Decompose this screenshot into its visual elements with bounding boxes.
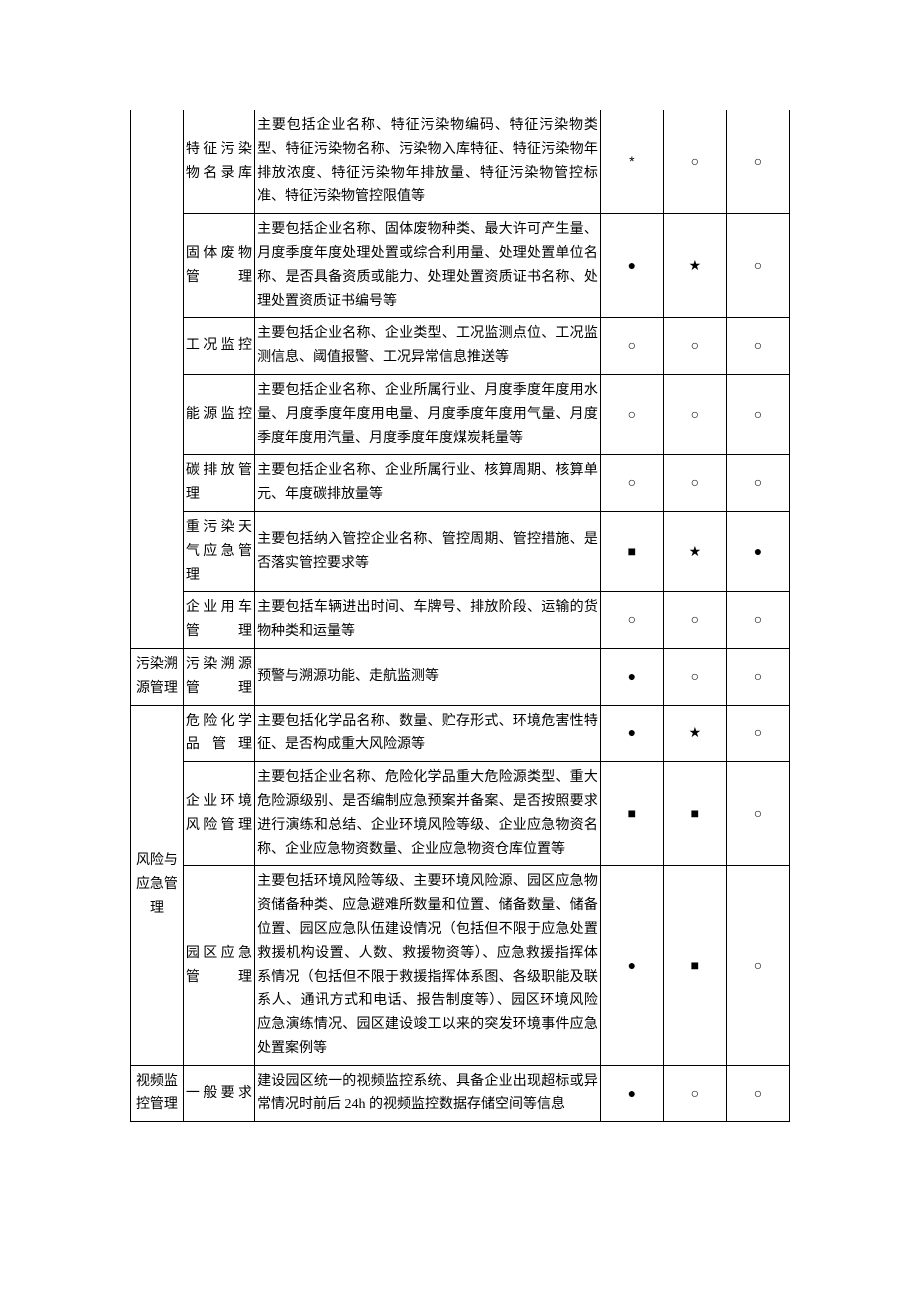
- symbol-cell-2: ○: [663, 648, 726, 705]
- subcategory-cell: 碳排放管理: [183, 455, 254, 512]
- table-row: 工况监控主要包括企业名称、企业类型、工况监测点位、工况监测信息、阈值报警、工况异…: [131, 318, 790, 375]
- table-row: 碳排放管理主要包括企业名称、企业所属行业、核算周期、核算单元、年度碳排放量等○○…: [131, 455, 790, 512]
- subcategory-cell: 工况监控: [183, 318, 254, 375]
- table-row: 能源监控主要包括企业名称、企业所属行业、月度季度年度用水量、月度季度年度用电量、…: [131, 374, 790, 454]
- symbol-cell-2: ○: [663, 592, 726, 649]
- symbol-cell-1: ○: [600, 374, 663, 454]
- symbol-cell-1: ○: [600, 318, 663, 375]
- table-row: 园区应急管理主要包括环境风险等级、主要环境风险源、园区应急物资储备种类、应急避难…: [131, 866, 790, 1065]
- table-row: 污染溯源管理污染溯源管理预警与溯源功能、走航监测等●○○: [131, 648, 790, 705]
- subcategory-cell: 固体废物管理: [183, 214, 254, 318]
- symbol-cell-1: ●: [600, 648, 663, 705]
- symbol-cell-1: ■: [600, 511, 663, 591]
- symbol-cell-1: ●: [600, 705, 663, 762]
- category-cell: 视频监控管理: [131, 1065, 184, 1122]
- symbol-cell-3: ○: [726, 455, 789, 512]
- category-cell: 污染溯源管理: [131, 648, 184, 705]
- requirements-table: 特征污染物名录库主要包括企业名称、特征污染物编码、特征污染物类型、特征污染物名称…: [130, 110, 790, 1122]
- category-cell: 风险与应急管理: [131, 705, 184, 1065]
- symbol-cell-1: ●: [600, 1065, 663, 1122]
- symbol-cell-2: ★: [663, 214, 726, 318]
- description-cell: 建设园区统一的视频监控系统、具备企业出现超标或异常情况时前后 24h 的视频监控…: [255, 1065, 601, 1122]
- symbol-cell-1: *: [600, 110, 663, 214]
- symbol-cell-2: ★: [663, 705, 726, 762]
- category-cell: [131, 110, 184, 648]
- symbol-cell-1: ●: [600, 866, 663, 1065]
- subcategory-cell: 污染溯源管理: [183, 648, 254, 705]
- symbol-cell-2: ★: [663, 511, 726, 591]
- symbol-cell-3: ○: [726, 318, 789, 375]
- description-cell: 主要包括车辆进出时间、车牌号、排放阶段、运输的货物种类和运量等: [255, 592, 601, 649]
- symbol-cell-2: ○: [663, 1065, 726, 1122]
- symbol-cell-3: ○: [726, 648, 789, 705]
- subcategory-cell: 企业环境风险管理: [183, 762, 254, 866]
- description-cell: 预警与溯源功能、走航监测等: [255, 648, 601, 705]
- symbol-cell-1: ○: [600, 592, 663, 649]
- symbol-cell-3: ○: [726, 866, 789, 1065]
- description-cell: 主要包括企业名称、危险化学品重大危险源类型、重大危险源级别、是否编制应急预案并备…: [255, 762, 601, 866]
- symbol-cell-2: ○: [663, 374, 726, 454]
- description-cell: 主要包括企业名称、固体废物种类、最大许可产生量、月度季度年度处理处置或综合利用量…: [255, 214, 601, 318]
- symbol-cell-2: ○: [663, 318, 726, 375]
- symbol-cell-2: ○: [663, 110, 726, 214]
- description-cell: 主要包括企业名称、企业类型、工况监测点位、工况监测信息、阈值报警、工况异常信息推…: [255, 318, 601, 375]
- symbol-cell-3: ○: [726, 374, 789, 454]
- symbol-cell-3: ○: [726, 762, 789, 866]
- symbol-cell-3: ○: [726, 110, 789, 214]
- symbol-cell-1: ○: [600, 455, 663, 512]
- table-row: 企业用车管理主要包括车辆进出时间、车牌号、排放阶段、运输的货物种类和运量等○○○: [131, 592, 790, 649]
- symbol-cell-1: ■: [600, 762, 663, 866]
- table-row: 重污染天气应急管理主要包括纳入管控企业名称、管控周期、管控措施、是否落实管控要求…: [131, 511, 790, 591]
- description-cell: 主要包括纳入管控企业名称、管控周期、管控措施、是否落实管控要求等: [255, 511, 601, 591]
- table-row: 企业环境风险管理主要包括企业名称、危险化学品重大危险源类型、重大危险源级别、是否…: [131, 762, 790, 866]
- table-row: 特征污染物名录库主要包括企业名称、特征污染物编码、特征污染物类型、特征污染物名称…: [131, 110, 790, 214]
- subcategory-cell: 园区应急管理: [183, 866, 254, 1065]
- symbol-cell-3: ○: [726, 592, 789, 649]
- symbol-cell-2: ○: [663, 455, 726, 512]
- description-cell: 主要包括环境风险等级、主要环境风险源、园区应急物资储备种类、应急避难所数量和位置…: [255, 866, 601, 1065]
- symbol-cell-3: ○: [726, 214, 789, 318]
- table-row: 风险与应急管理危险化学品管理主要包括化学品名称、数量、贮存形式、环境危害性特征、…: [131, 705, 790, 762]
- description-cell: 主要包括企业名称、企业所属行业、核算周期、核算单元、年度碳排放量等: [255, 455, 601, 512]
- subcategory-cell: 重污染天气应急管理: [183, 511, 254, 591]
- description-cell: 主要包括企业名称、企业所属行业、月度季度年度用水量、月度季度年度用电量、月度季度…: [255, 374, 601, 454]
- symbol-cell-3: ●: [726, 511, 789, 591]
- subcategory-cell: 企业用车管理: [183, 592, 254, 649]
- symbol-cell-2: ■: [663, 762, 726, 866]
- symbol-cell-2: ■: [663, 866, 726, 1065]
- symbol-cell-3: ○: [726, 1065, 789, 1122]
- table-row: 固体废物管理主要包括企业名称、固体废物种类、最大许可产生量、月度季度年度处理处置…: [131, 214, 790, 318]
- subcategory-cell: 一般要求: [183, 1065, 254, 1122]
- subcategory-cell: 能源监控: [183, 374, 254, 454]
- description-cell: 主要包括化学品名称、数量、贮存形式、环境危害性特征、是否构成重大风险源等: [255, 705, 601, 762]
- symbol-cell-1: ●: [600, 214, 663, 318]
- subcategory-cell: 危险化学品管理: [183, 705, 254, 762]
- subcategory-cell: 特征污染物名录库: [183, 110, 254, 214]
- table-row: 视频监控管理一般要求建设园区统一的视频监控系统、具备企业出现超标或异常情况时前后…: [131, 1065, 790, 1122]
- description-cell: 主要包括企业名称、特征污染物编码、特征污染物类型、特征污染物名称、污染物入库特征…: [255, 110, 601, 214]
- symbol-cell-3: ○: [726, 705, 789, 762]
